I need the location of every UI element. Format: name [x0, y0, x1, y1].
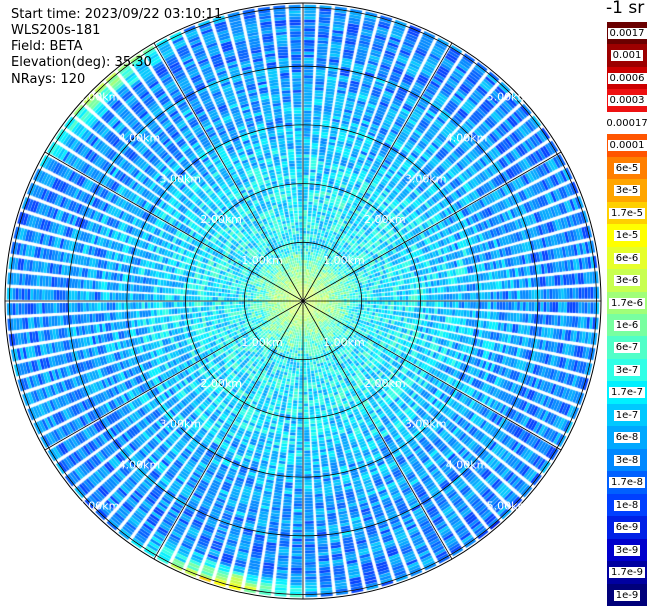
colorbar-cell: 1e-8	[607, 493, 647, 517]
instrument-text: WLS200s-181	[11, 23, 101, 38]
colorbar-cell: 6e-6	[607, 246, 647, 270]
colorbar-tick-label: 0.001	[610, 50, 644, 62]
ring-label: 5.00km	[487, 499, 529, 512]
colorbar-tick-label: 3e-7	[613, 364, 641, 376]
ring-label: 3.00km	[405, 172, 447, 185]
colorbar: 0.0017 0.001 0.0006 0.0003 0.00017 0.0001 6e-5…	[604, 22, 647, 607]
colorbar-tick-label: 3e-6	[613, 275, 641, 287]
ring-label: 4.00km	[446, 131, 488, 144]
colorbar-cell: 1e-9	[607, 583, 647, 607]
colorbar-tick-label: 0.0003	[607, 95, 647, 107]
nrays-text: NRays: 120	[11, 72, 86, 87]
colorbar-tick-label: 0.00017	[604, 117, 647, 129]
azimuth-spoke	[153, 42, 453, 560]
colorbar-tick-label: 6e-5	[613, 162, 641, 174]
colorbar-tick-label: 0.0006	[607, 72, 647, 84]
colorbar-cell: 0.00017	[604, 111, 647, 135]
colorbar-cell: 3e-7	[607, 358, 647, 382]
colorbar-cell: 1e-5	[607, 224, 647, 248]
colorbar-tick-label: 3e-5	[613, 185, 641, 197]
colorbar-cell: 1e-7	[607, 403, 647, 427]
colorbar-cell: 6e-5	[607, 156, 647, 180]
colorbar-cell: 1.7e-5	[607, 201, 647, 225]
colorbar-unit-label: -1 sr	[606, 0, 645, 18]
colorbar-tick-label: 1.7e-9	[608, 567, 646, 579]
ring-label: 5.00km	[78, 91, 120, 104]
colorbar-tick-label: 1.7e-7	[608, 387, 646, 399]
colorbar-tick-label: 1.7e-5	[608, 207, 646, 219]
ring-label: 3.00km	[405, 418, 447, 431]
field-text: Field: BETA	[11, 39, 83, 54]
colorbar-tick-label: 3e-9	[613, 544, 641, 556]
colorbar-tick-label: 3e-8	[613, 454, 641, 466]
colorbar-tick-label: 1e-9	[613, 589, 641, 601]
colorbar-cell: 6e-9	[607, 516, 647, 540]
colorbar-tick-label: 1.7e-8	[608, 477, 646, 489]
colorbar-cell: 1.7e-6	[607, 291, 647, 315]
ring-label: 4.00km	[119, 459, 161, 472]
colorbar-tick-label: 1e-7	[613, 409, 641, 421]
start-time-text: Start time: 2023/09/22 03:10:11	[11, 7, 223, 22]
colorbar-cell: 0.0001	[607, 134, 647, 158]
colorbar-cell: 1.7e-9	[607, 561, 647, 585]
ring-label: 3.00km	[160, 172, 202, 185]
colorbar-tick-label: 6e-9	[613, 522, 641, 534]
colorbar-cell: 1e-6	[607, 314, 647, 337]
colorbar-tick-label: 6e-7	[613, 342, 641, 354]
colorbar-tick-label: 0.0017	[607, 27, 647, 39]
colorbar-tick-label: 6e-6	[613, 252, 641, 264]
ring-label: 1.00km	[241, 336, 283, 349]
ring-label: 2.00km	[364, 213, 406, 226]
ring-label: 2.00km	[200, 377, 242, 390]
colorbar-cell: 0.0006	[607, 66, 647, 90]
colorbar-cell: 6e-8	[607, 426, 647, 450]
colorbar-tick-label: 1e-8	[613, 499, 641, 511]
colorbar-tick-label: 6e-8	[613, 432, 641, 444]
ring-label: 3.00km	[160, 418, 202, 431]
ring-label: 1.00km	[323, 336, 365, 349]
ring-label: 1.00km	[241, 254, 283, 267]
ring-label: 1.00km	[323, 254, 365, 267]
ring-label: 2.00km	[200, 213, 242, 226]
colorbar-cell: 1.7e-8	[607, 471, 647, 495]
colorbar-cell: 0.0017	[607, 22, 647, 45]
colorbar-cell: 0.001	[607, 44, 647, 68]
colorbar-cell: 3e-9	[607, 538, 647, 562]
colorbar-cell: 3e-6	[607, 269, 647, 293]
colorbar-tick-label: 1e-5	[613, 230, 641, 242]
colorbar-tick-label: 1e-6	[613, 319, 641, 331]
ring-label: 4.00km	[119, 131, 161, 144]
colorbar-cell: 6e-7	[607, 336, 647, 360]
colorbar-cell: 3e-5	[607, 179, 647, 203]
colorbar-tick-label: 1.7e-6	[608, 297, 646, 309]
elevation-text: Elevation(deg): 35.30	[11, 55, 152, 70]
ring-label: 4.00km	[446, 459, 488, 472]
colorbar-cell: 1.7e-7	[607, 381, 647, 405]
ring-label: 5.00km	[78, 499, 120, 512]
colorbar-tick-label: 0.0001	[607, 140, 647, 152]
colorbar-cell: 3e-8	[607, 448, 647, 472]
ring-label: 5.00km	[487, 91, 529, 104]
colorbar-cell: 0.0003	[607, 89, 647, 113]
ring-label: 2.00km	[364, 377, 406, 390]
